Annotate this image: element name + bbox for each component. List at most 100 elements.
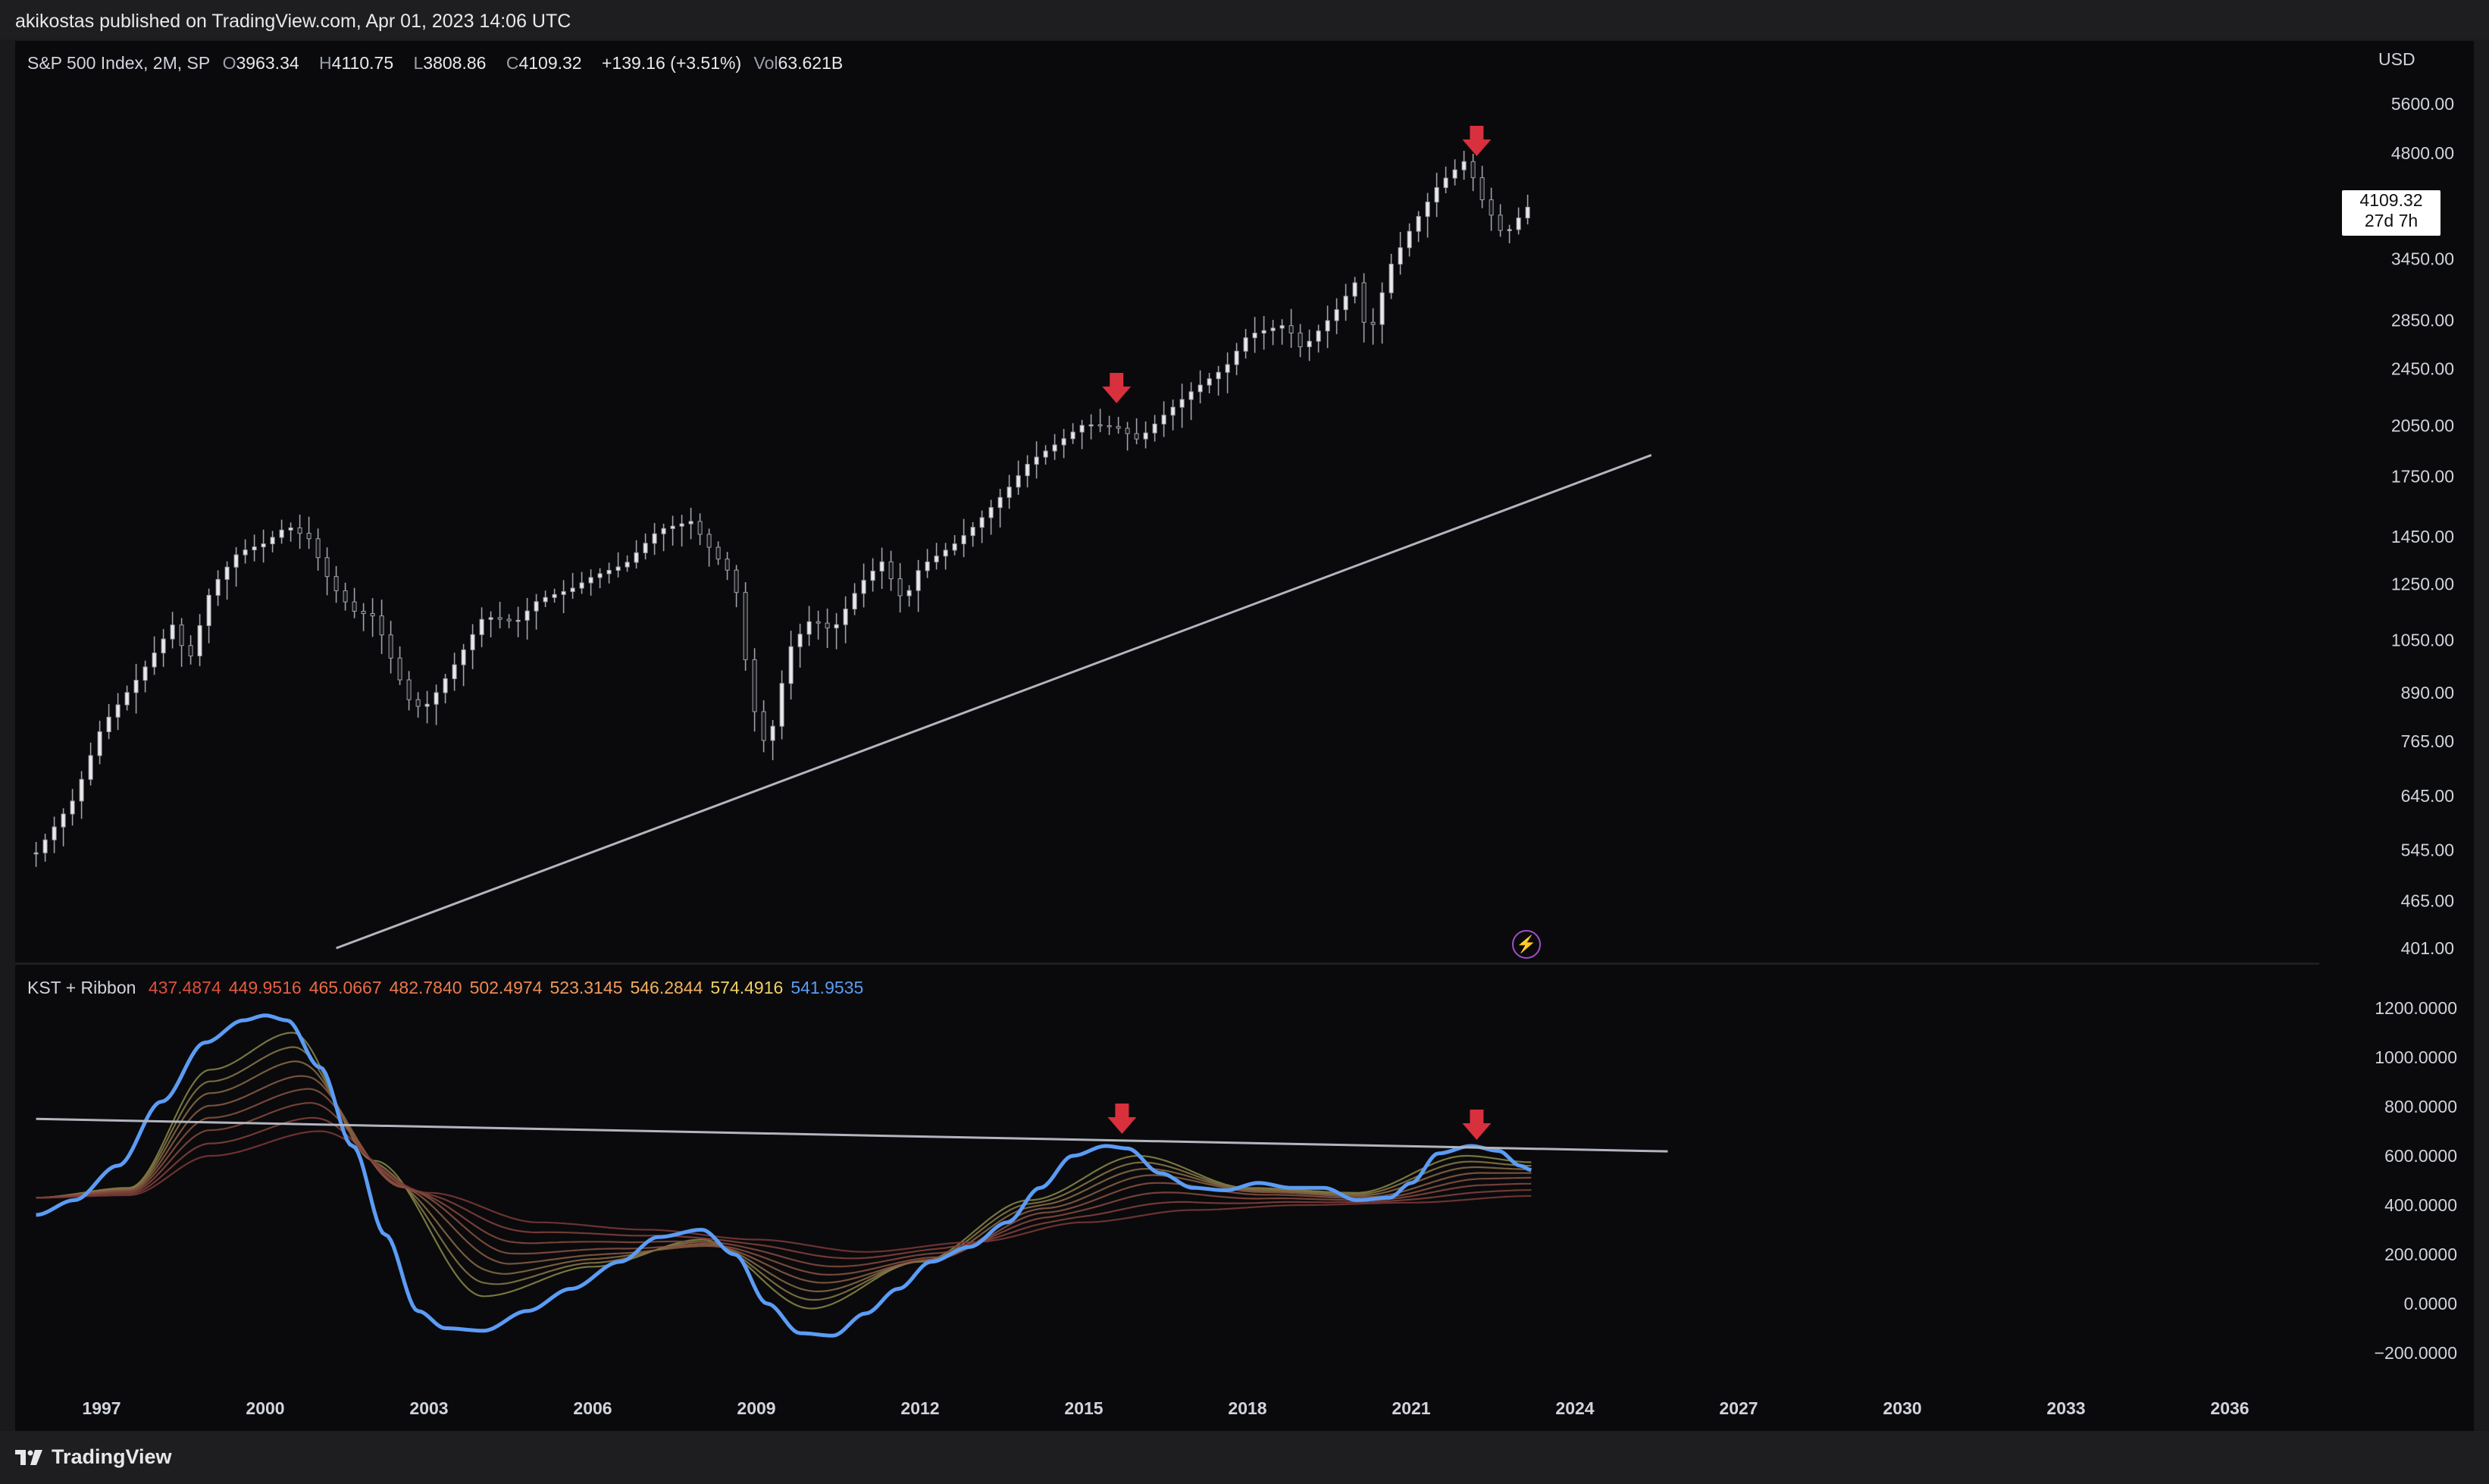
candle [925, 549, 930, 578]
candle [1043, 445, 1048, 465]
symbol-label[interactable]: S&P 500 Index, 2M, SP [27, 53, 211, 73]
candle-body [1379, 292, 1385, 325]
candle-body [443, 678, 448, 693]
candle-body [879, 561, 884, 571]
candle [661, 523, 666, 552]
candle-body [1225, 364, 1230, 373]
candle-body [279, 529, 284, 538]
candle-body [1425, 202, 1430, 218]
candle [1070, 423, 1075, 444]
candle [397, 646, 402, 685]
candle-body [1470, 161, 1476, 178]
candle-body [224, 566, 230, 580]
candle [834, 612, 839, 650]
candle [279, 519, 284, 544]
candle [1279, 319, 1285, 345]
candle-body [1252, 332, 1257, 339]
kst-title[interactable]: KST + Ribbon [27, 978, 136, 997]
candle [1052, 434, 1057, 460]
candle-body [1007, 487, 1012, 498]
kst-tick-label: 600.0000 [2384, 1146, 2457, 1166]
candle-body [1161, 415, 1166, 424]
price-tick-label: 465.00 [2401, 891, 2454, 910]
candle [1298, 324, 1303, 358]
candle-body [1107, 425, 1112, 427]
kst-sell-arrow [1107, 1104, 1137, 1134]
price-sell-arrow [1462, 126, 1492, 156]
candle [1061, 428, 1066, 459]
candle-body [788, 646, 794, 684]
candle [743, 582, 748, 672]
candle-body [906, 590, 912, 596]
candle-body [652, 533, 657, 544]
open-label: O [222, 53, 236, 73]
candle [170, 612, 175, 649]
kst-tick-label: 1000.0000 [2375, 1047, 2457, 1067]
candle-body [797, 634, 803, 647]
candle [333, 565, 339, 603]
candle [406, 671, 412, 711]
chart-canvas[interactable]: USD 5600.00 4800.00 3450.00 2850.00 2450.00 20… [15, 41, 2474, 1431]
candle [470, 624, 475, 669]
candle [1016, 460, 1021, 495]
candle-body [734, 569, 739, 593]
candle [352, 587, 357, 618]
pane-separator [15, 963, 2474, 965]
candle [297, 514, 302, 549]
candle-body [597, 573, 603, 578]
candle [1389, 253, 1394, 299]
candle [42, 833, 48, 862]
candle [1188, 382, 1194, 421]
candle [1025, 455, 1030, 488]
kst-tick-label: 400.0000 [2384, 1195, 2457, 1215]
time-tick-label: 2012 [900, 1398, 939, 1418]
time-tick-label: 2030 [1883, 1398, 1921, 1418]
time-tick-label: 2009 [737, 1398, 775, 1418]
candle [224, 561, 230, 600]
candle-body [1043, 450, 1048, 458]
candle [1079, 419, 1085, 449]
candle-body [834, 624, 839, 629]
candle [1316, 324, 1321, 353]
axes: USD 5600.00 4800.00 3450.00 2850.00 2450.00 20… [15, 41, 2474, 1431]
kst-ribbon-line [36, 1046, 1532, 1301]
candle [379, 600, 384, 654]
candle-body [424, 703, 430, 707]
candle [179, 618, 184, 667]
candle [606, 562, 612, 584]
price-tick-label: 1050.00 [2391, 630, 2454, 650]
candle-body [825, 622, 830, 629]
candle [625, 555, 630, 572]
candle-body [725, 559, 730, 571]
price-axis-bg [2319, 41, 2474, 1390]
candle-body [670, 525, 675, 529]
candle-body [543, 596, 548, 603]
candle-body [1307, 340, 1312, 348]
candle-body [1416, 216, 1421, 232]
candle-body [979, 517, 985, 528]
kst-sell-arrow [1462, 1110, 1492, 1140]
kst-tick-label: 800.0000 [2384, 1097, 2457, 1116]
candle-body [761, 711, 766, 741]
kst-ribbon-line [36, 1088, 1532, 1276]
candle [1507, 224, 1512, 243]
candle-body [561, 591, 566, 595]
candle [33, 841, 39, 867]
candle [252, 534, 257, 562]
candle-body [361, 610, 366, 615]
candle [615, 552, 621, 578]
kst-line [36, 1013, 1533, 1338]
kst-value: 437.4874 [148, 978, 221, 997]
kst-ribbon-line [36, 1032, 1532, 1310]
price-tick-label: 645.00 [2401, 786, 2454, 806]
candle-body [1034, 456, 1039, 465]
lightning-icon[interactable]: ⚡ [1512, 930, 1541, 959]
candle-body [524, 610, 530, 621]
tradingview-logo[interactable]: TradingView [15, 1445, 172, 1469]
candle [561, 580, 566, 614]
price-trendline [336, 454, 1652, 950]
time-tick-label: 2036 [2210, 1398, 2249, 1418]
candle [324, 547, 330, 596]
candle [315, 528, 321, 571]
candle-body [479, 618, 484, 635]
